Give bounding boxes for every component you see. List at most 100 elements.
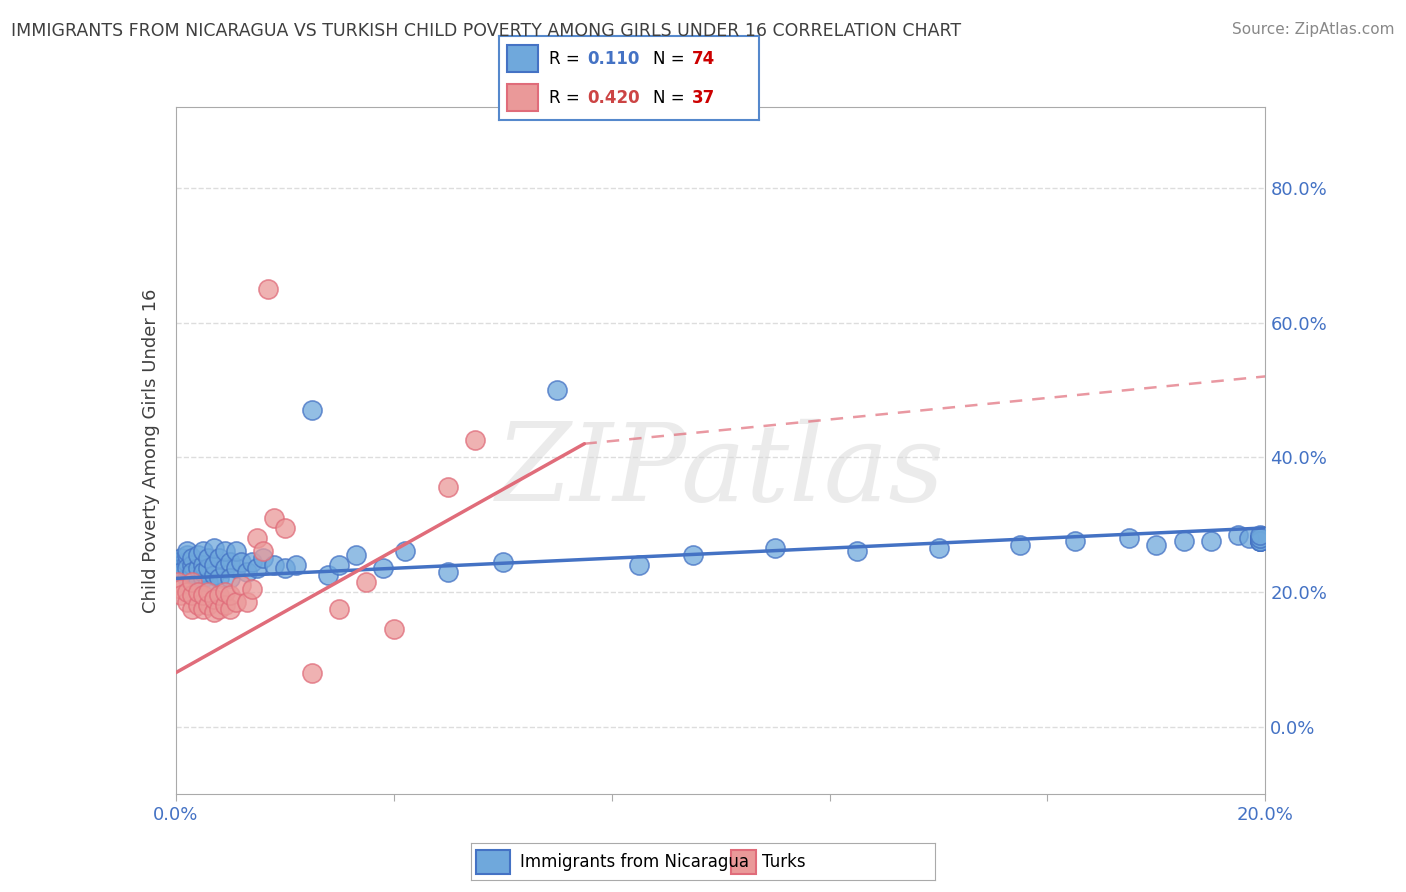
Point (219, 555, 242, 569)
Text: 0.420: 0.420 (588, 88, 640, 106)
Point (191, 601, 214, 615)
Text: Source: ZipAtlas.com: Source: ZipAtlas.com (1232, 22, 1395, 37)
Point (1063, 534, 1085, 549)
Point (208, 571, 231, 585)
Point (252, 544, 274, 558)
Y-axis label: Child Poverty Among Girls Under 16: Child Poverty Among Girls Under 16 (142, 288, 160, 613)
Point (1249, 531, 1271, 545)
Point (845, 544, 868, 558)
Text: N =: N = (652, 88, 689, 106)
Point (263, 510, 285, 524)
Point (186, 599, 209, 613)
Point (176, 595, 198, 609)
FancyBboxPatch shape (475, 850, 510, 873)
Point (219, 601, 242, 615)
Point (186, 561, 209, 575)
Point (214, 599, 236, 613)
Text: IMMIGRANTS FROM NICARAGUA VS TURKISH CHILD POVERTY AMONG GIRLS UNDER 16 CORRELAT: IMMIGRANTS FROM NICARAGUA VS TURKISH CHI… (11, 22, 962, 40)
Point (208, 551, 231, 566)
Point (231, 555, 253, 569)
Point (197, 551, 219, 566)
Point (1249, 534, 1271, 549)
Point (181, 601, 204, 615)
Point (186, 585, 209, 599)
Point (181, 588, 204, 602)
Point (1144, 538, 1167, 552)
Point (170, 551, 193, 566)
Point (181, 574, 204, 589)
Point (225, 544, 247, 558)
Point (328, 558, 350, 572)
Point (197, 561, 219, 575)
Point (246, 561, 269, 575)
Point (197, 574, 219, 589)
Point (274, 561, 297, 575)
Point (257, 282, 280, 296)
Point (235, 595, 257, 609)
Point (191, 558, 214, 572)
Point (928, 541, 950, 555)
Point (197, 599, 219, 613)
Point (1249, 534, 1271, 549)
Point (240, 555, 263, 569)
Point (318, 568, 340, 582)
Point (763, 541, 786, 555)
Point (546, 383, 568, 397)
Point (1010, 538, 1032, 552)
FancyBboxPatch shape (508, 84, 538, 112)
Point (1227, 527, 1250, 541)
Text: Turks: Turks (762, 853, 806, 871)
Point (214, 561, 236, 575)
Point (344, 548, 367, 562)
Point (214, 544, 236, 558)
Point (176, 561, 198, 575)
Point (382, 622, 405, 636)
Text: ZIPatlas: ZIPatlas (496, 418, 945, 524)
Point (1249, 531, 1271, 545)
Text: N =: N = (652, 50, 689, 68)
Text: Immigrants from Nicaragua: Immigrants from Nicaragua (520, 853, 749, 871)
Point (437, 565, 460, 579)
Point (181, 558, 204, 572)
Point (682, 548, 704, 562)
Point (1249, 534, 1271, 549)
Text: R =: R = (548, 88, 585, 106)
Text: 0.110: 0.110 (588, 50, 640, 68)
Point (170, 561, 193, 575)
Point (191, 565, 214, 579)
Point (170, 588, 193, 602)
Point (235, 565, 257, 579)
Point (170, 558, 193, 572)
Point (197, 585, 219, 599)
Point (371, 561, 394, 575)
Point (1237, 531, 1260, 545)
Point (394, 544, 416, 558)
Point (170, 582, 193, 596)
Point (1249, 531, 1271, 545)
Point (186, 574, 209, 589)
Point (176, 571, 198, 585)
Point (167, 574, 190, 589)
Point (208, 588, 231, 602)
Text: 37: 37 (692, 88, 714, 106)
Point (1118, 531, 1140, 545)
Point (274, 521, 297, 535)
FancyBboxPatch shape (731, 850, 756, 873)
Point (219, 571, 242, 585)
Point (202, 558, 225, 572)
Point (328, 601, 350, 615)
Text: R =: R = (548, 50, 585, 68)
Point (1249, 534, 1271, 549)
Point (437, 481, 460, 495)
Point (202, 541, 225, 555)
Point (214, 585, 236, 599)
Point (263, 558, 285, 572)
Point (464, 434, 486, 448)
Point (167, 555, 190, 569)
Point (356, 574, 378, 589)
Point (627, 558, 650, 572)
Point (202, 591, 225, 606)
Point (240, 582, 263, 596)
Point (191, 571, 214, 585)
Point (186, 548, 209, 562)
